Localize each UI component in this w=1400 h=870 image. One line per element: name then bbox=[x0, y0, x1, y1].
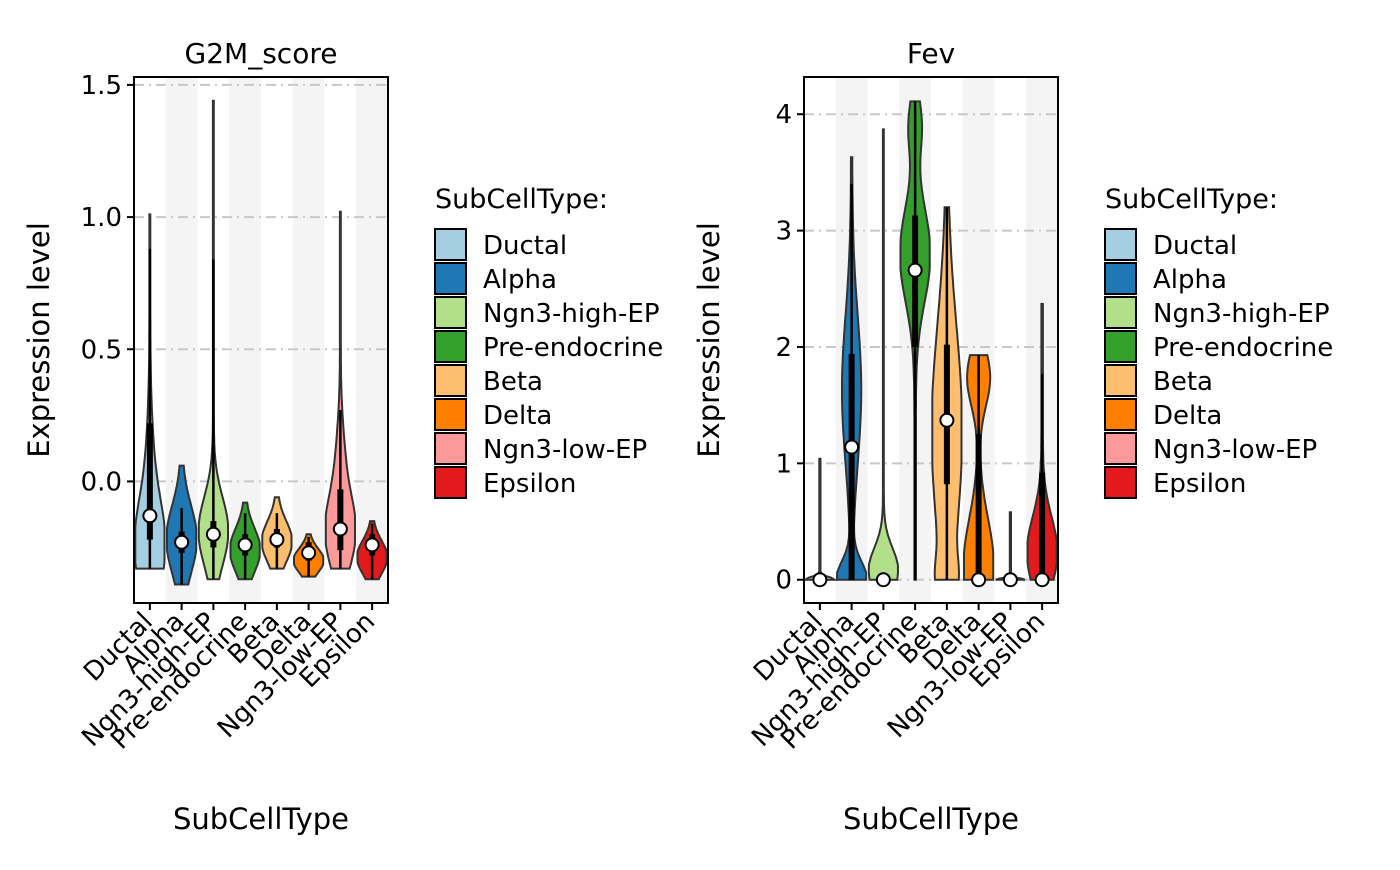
median-point-ngn3-high-ep bbox=[205, 526, 221, 542]
median-point-pre-endocrine bbox=[237, 537, 253, 553]
median-point-alpha bbox=[174, 534, 190, 550]
legend: SubCellType: Ductal Alpha Ngn3-high-EP Pre-e… bbox=[1104, 184, 1333, 499]
median-point-ductal bbox=[142, 508, 158, 524]
legend-label: Pre-endocrine bbox=[1153, 333, 1333, 363]
legend-swatch-pre-endocrine bbox=[434, 330, 467, 363]
legend-label: Epsilon bbox=[483, 469, 576, 499]
median-point-pre-endocrine bbox=[907, 262, 923, 278]
legend-swatch-beta bbox=[1104, 364, 1137, 397]
legend-label: Pre-endocrine bbox=[483, 333, 663, 363]
median-point-delta bbox=[971, 572, 987, 588]
violin-ngn3-low-ep bbox=[324, 210, 356, 570]
y-axis-label: Expression level bbox=[692, 222, 726, 458]
legend-swatch-alpha bbox=[434, 262, 467, 295]
legend-swatch-epsilon bbox=[434, 466, 467, 499]
column-band bbox=[292, 77, 325, 603]
legend-swatch-ngn3-low-ep bbox=[1104, 432, 1137, 465]
legend-swatch-alpha bbox=[1104, 262, 1137, 295]
x-axis-label: SubCellType bbox=[843, 802, 1019, 836]
y-tick-label: 2 bbox=[775, 333, 792, 363]
y-tick-label: 0 bbox=[775, 566, 792, 596]
legend-label: Ngn3-low-EP bbox=[483, 435, 647, 465]
legend-swatch-ductal bbox=[434, 228, 467, 261]
legend: SubCellType: Ductal Alpha Ngn3-high-EP Pre-e… bbox=[434, 184, 663, 499]
legend-title: SubCellType: bbox=[435, 184, 608, 215]
legend-title: SubCellType: bbox=[1105, 184, 1278, 215]
legend-label: Alpha bbox=[483, 265, 557, 295]
legend-label: Ngn3-high-EP bbox=[1153, 299, 1330, 329]
violin-ngn3-low-ep bbox=[995, 511, 1026, 581]
legend-swatch-delta bbox=[1104, 398, 1137, 431]
panel-fev: 0 1 2 3 4 Ductal Alpha Ngn3-high-EP Pre-endocrin… bbox=[692, 37, 1333, 836]
median-point-ngn3-high-ep bbox=[875, 572, 891, 588]
legend-swatch-ductal bbox=[1104, 228, 1137, 261]
legend-swatch-delta bbox=[434, 398, 467, 431]
legend-label: Ductal bbox=[483, 231, 567, 261]
median-point-delta bbox=[301, 545, 317, 561]
median-point-epsilon bbox=[1034, 572, 1050, 588]
panel-border bbox=[803, 76, 1059, 604]
legend-label: Delta bbox=[483, 401, 552, 431]
y-axis-label: Expression level bbox=[22, 222, 56, 458]
median-point-beta bbox=[939, 412, 955, 428]
median-point-beta bbox=[269, 532, 285, 548]
legend-label: Ngn3-high-EP bbox=[483, 299, 660, 329]
legend-label: Beta bbox=[1153, 367, 1213, 397]
legend-swatch-ngn3-high-ep bbox=[1104, 296, 1137, 329]
legend-swatch-beta bbox=[434, 364, 467, 397]
panel-border bbox=[133, 76, 389, 604]
legend-swatch-epsilon bbox=[1104, 466, 1137, 499]
legend-label: Beta bbox=[483, 367, 543, 397]
y-tick-label: 1.5 bbox=[81, 71, 122, 101]
x-axis-label: SubCellType bbox=[173, 802, 349, 836]
legend-label: Alpha bbox=[1153, 265, 1227, 295]
y-tick-label: 0.0 bbox=[81, 467, 122, 497]
y-tick-label: 4 bbox=[775, 100, 792, 130]
panel-g2m-score: 0.0 0.5 1.0 1.5 Ductal Alpha Ngn3-high-EP Pre-e… bbox=[22, 37, 663, 836]
column-band bbox=[356, 77, 388, 603]
violin-ngn3-high-ep bbox=[867, 128, 900, 581]
median-point-ngn3-low-ep bbox=[332, 521, 348, 537]
y-tick-label: 0.5 bbox=[81, 335, 122, 365]
legend-label: Ngn3-low-EP bbox=[1153, 435, 1317, 465]
legend-swatch-ngn3-low-ep bbox=[434, 432, 467, 465]
violin-ductal bbox=[801, 457, 839, 581]
legend-swatch-ngn3-high-ep bbox=[434, 296, 467, 329]
y-tick-label: 3 bbox=[775, 217, 792, 247]
panel-title: G2M_score bbox=[185, 37, 338, 70]
median-point-ductal bbox=[812, 572, 828, 588]
panel-title: Fev bbox=[907, 37, 955, 70]
median-point-alpha bbox=[844, 439, 860, 455]
median-point-epsilon bbox=[364, 537, 380, 553]
y-tick-label: 1.0 bbox=[81, 203, 122, 233]
y-tick-label: 1 bbox=[775, 449, 792, 479]
legend-label: Delta bbox=[1153, 401, 1222, 431]
median-point-ngn3-low-ep bbox=[1002, 572, 1018, 588]
legend-label: Ductal bbox=[1153, 231, 1237, 261]
legend-swatch-pre-endocrine bbox=[1104, 330, 1137, 363]
legend-label: Epsilon bbox=[1153, 469, 1246, 499]
